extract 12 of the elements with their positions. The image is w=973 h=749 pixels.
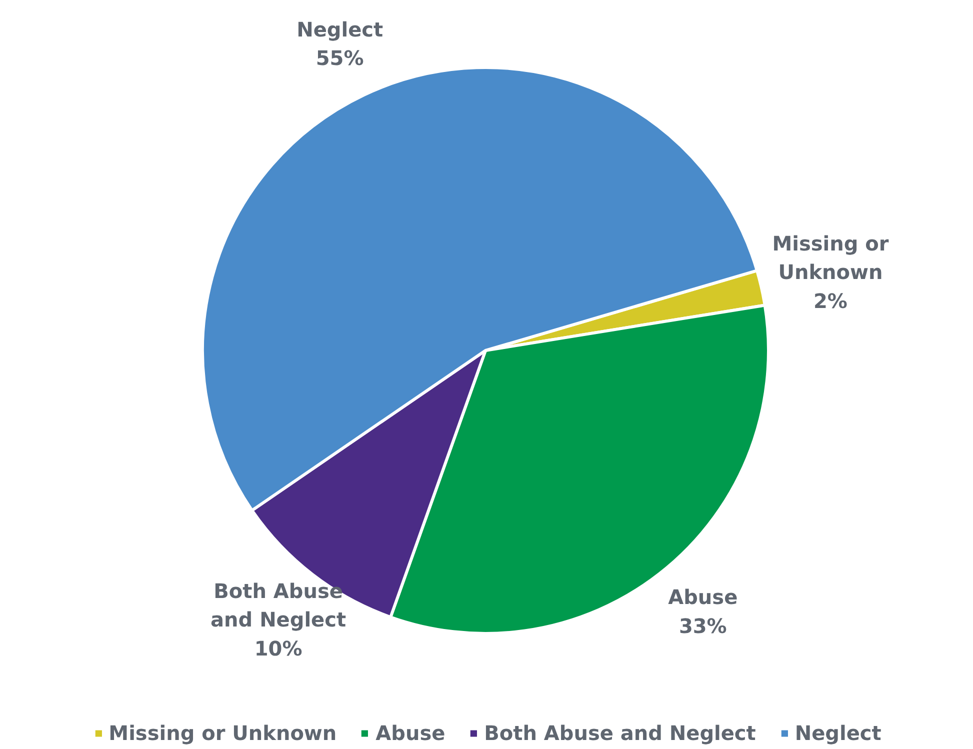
data-label: 10% bbox=[254, 636, 302, 660]
data-label: 33% bbox=[678, 614, 727, 638]
legend-label: Neglect bbox=[794, 721, 882, 745]
legend-label: Missing or Unknown bbox=[108, 721, 337, 745]
legend-label: Abuse bbox=[376, 721, 446, 745]
slice-label: Neglect bbox=[296, 17, 384, 42]
slice-label: Abuse bbox=[668, 585, 738, 610]
slice-label: Missing or Unknown bbox=[772, 231, 889, 284]
slice-label: Both Abuse and Neglect bbox=[210, 578, 346, 632]
data-label: 2% bbox=[813, 288, 848, 313]
legend-label: Both Abuse and Neglect bbox=[484, 721, 756, 745]
data-label: 55% bbox=[316, 46, 364, 70]
